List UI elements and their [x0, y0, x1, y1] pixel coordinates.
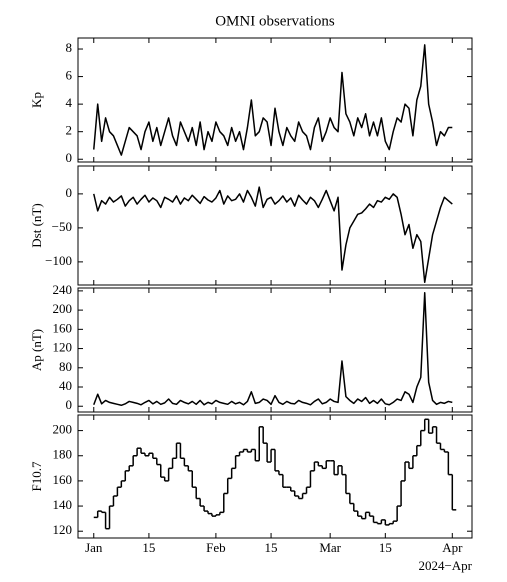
y-tick-label: 2: [66, 123, 73, 138]
x-tick-label: Apr: [442, 540, 463, 555]
y-axis-label: F10.7: [29, 461, 44, 491]
y-axis-label: Ap (nT): [29, 329, 44, 371]
y-axis-label: Dst (nT): [29, 203, 44, 247]
axes-frame: [77, 287, 473, 413]
y-axis-label: Kp: [29, 92, 44, 108]
x-tick-label: 15: [379, 540, 392, 555]
y-tick-label: 120: [53, 340, 73, 355]
y-tick-label: 120: [53, 522, 73, 537]
y-tick-label: 200: [53, 422, 73, 437]
y-tick-label: 180: [53, 447, 73, 462]
y-tick-label: 4: [66, 95, 73, 110]
y-tick-label: 80: [59, 359, 72, 374]
x-tick-label: Jan: [85, 540, 103, 555]
y-tick-label: 240: [53, 282, 73, 297]
y-tick-label: 0: [66, 185, 73, 200]
x-tick-label: 15: [142, 540, 155, 555]
axes-frame: [77, 37, 473, 163]
y-tick-label: −100: [45, 253, 72, 268]
y-tick-label: 40: [59, 378, 72, 393]
y-tick-label: −50: [52, 219, 72, 234]
x-tick-label: Mar: [319, 540, 341, 555]
y-tick-label: 160: [53, 320, 73, 335]
x-offset-label: 2024−Apr: [418, 558, 472, 573]
y-tick-label: 0: [66, 397, 73, 412]
y-tick-label: 200: [53, 301, 73, 316]
y-tick-label: 0: [66, 150, 73, 165]
data-line: [93, 292, 453, 407]
x-tick-label: 15: [265, 540, 278, 555]
y-tick-label: 8: [66, 40, 73, 55]
data-line: [93, 44, 453, 156]
axes-frame: [77, 414, 473, 539]
axes-frame: [77, 165, 473, 286]
x-tick-label: Feb: [206, 540, 226, 555]
chart-title: OMNI observations: [215, 13, 335, 29]
y-tick-label: 160: [53, 472, 73, 487]
y-tick-label: 140: [53, 497, 73, 512]
y-tick-label: 6: [66, 68, 73, 83]
data-line: [93, 186, 453, 284]
